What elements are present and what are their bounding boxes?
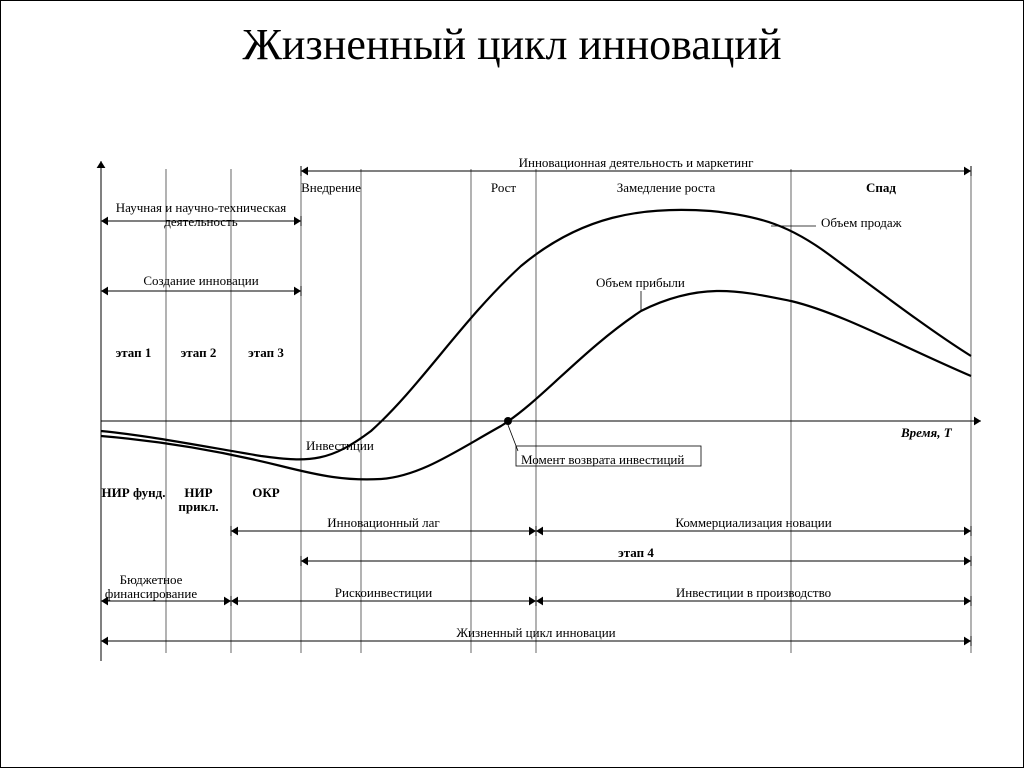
span-createinnov-label: Создание инновации xyxy=(101,274,301,288)
sales-curve-label: Объем продаж xyxy=(821,216,902,230)
slide: Жизненный цикл инноваций Внедрение Рост … xyxy=(0,0,1024,768)
xaxis-label: Время, T xyxy=(901,426,952,440)
phase-growth-label: Рост xyxy=(471,181,536,195)
span-innovlag-label: Инновационный лаг xyxy=(231,516,536,530)
stage1-label: этап 1 xyxy=(101,346,166,360)
nir-prikl-label: НИР прикл. xyxy=(166,486,231,515)
phase-slow-label: Замедление роста xyxy=(556,181,776,195)
phase-decline-label: Спад xyxy=(801,181,961,195)
span-scitech-label: Научная и научно-техническая деятельност… xyxy=(101,201,301,230)
span-stage4-label: этап 4 xyxy=(301,546,971,560)
roi-label: Момент возврата инвестиций xyxy=(521,453,684,467)
nir-fund-label: НИР фунд. xyxy=(101,486,166,500)
profit-curve-label: Объем прибыли xyxy=(596,276,685,290)
lifecycle-diagram xyxy=(1,1,1024,769)
okr-label: ОКР xyxy=(231,486,301,500)
phase-intro-label: Внедрение xyxy=(301,181,361,195)
span-budget-label: Бюджетное финансирование xyxy=(76,573,226,602)
stage3-label: этап 3 xyxy=(231,346,301,360)
invest-label: Инвестиции xyxy=(306,439,374,453)
span-lifecycle-label: Жизненный цикл инновации xyxy=(101,626,971,640)
span-prodinv-label: Инвестиции в производство xyxy=(536,586,971,600)
span-commerc-label: Коммерциализация новации xyxy=(536,516,971,530)
span-marketing-label: Инновационная деятельность и маркетинг xyxy=(301,156,971,170)
span-riskinv-label: Рискоинвестиции xyxy=(231,586,536,600)
stage2-label: этап 2 xyxy=(166,346,231,360)
